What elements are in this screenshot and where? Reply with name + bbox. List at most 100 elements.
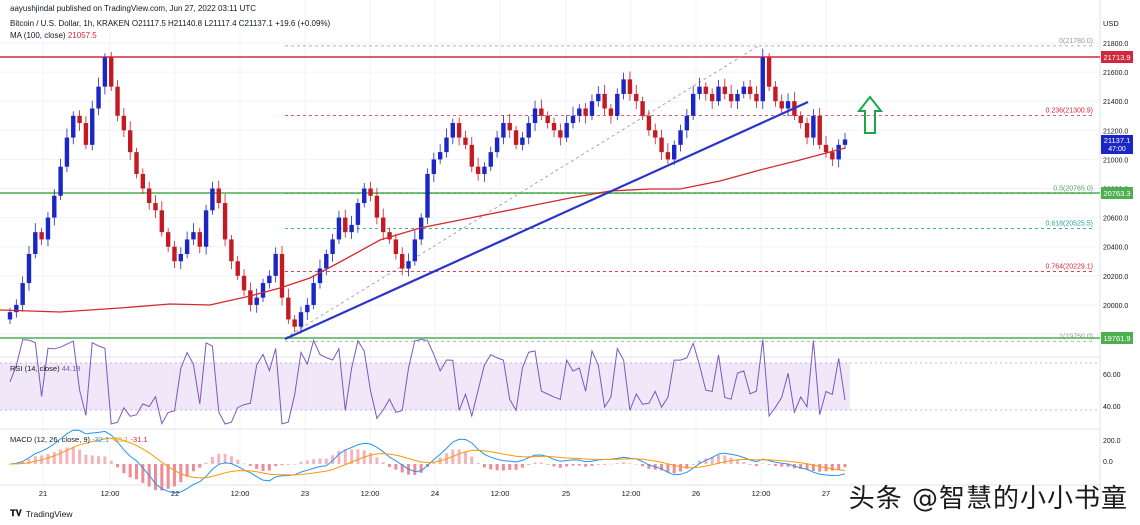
candle-body[interactable] (558, 130, 563, 138)
candle-body[interactable] (33, 232, 38, 254)
symbol-info[interactable]: Bitcoin / U.S. Dollar, 1h, KRAKEN O21117… (10, 19, 330, 28)
candle-body[interactable] (355, 203, 361, 225)
candle-body[interactable] (836, 144, 841, 160)
candle-body[interactable] (842, 139, 848, 145)
candle-body[interactable] (406, 261, 411, 269)
candle-body[interactable] (146, 188, 152, 204)
candle-body[interactable] (71, 115, 76, 138)
candle-body[interactable] (20, 283, 25, 305)
candle-body[interactable] (368, 188, 373, 196)
candle-body[interactable] (134, 152, 139, 174)
candle-body[interactable] (431, 159, 437, 174)
candle-body[interactable] (165, 232, 171, 247)
candle-body[interactable] (456, 123, 462, 138)
macd-signal-line[interactable] (9, 437, 846, 479)
candle-body[interactable] (817, 115, 822, 145)
candle-body[interactable] (564, 123, 569, 138)
candle-body[interactable] (804, 123, 810, 138)
candle-body[interactable] (741, 86, 746, 94)
rsi-label[interactable]: RSI (14, close) (10, 364, 60, 373)
candle-body[interactable] (709, 93, 715, 102)
candle-body[interactable] (475, 166, 481, 174)
candle-body[interactable] (14, 304, 19, 313)
candle-body[interactable] (488, 152, 493, 167)
candle-body[interactable] (52, 195, 57, 218)
candle-body[interactable] (754, 93, 759, 102)
candle-body[interactable] (659, 137, 664, 153)
candle-body[interactable] (830, 152, 835, 160)
candle-body[interactable] (513, 130, 519, 145)
candle-body[interactable] (229, 239, 234, 262)
candle-body[interactable] (64, 137, 70, 167)
candle-body[interactable] (7, 312, 13, 320)
candle-body[interactable] (747, 86, 753, 94)
candle-body[interactable] (210, 188, 215, 211)
candle-body[interactable] (722, 86, 728, 94)
candle-body[interactable] (235, 261, 240, 276)
tradingview-logo[interactable]: 𝐓𝐕 TradingView (10, 508, 73, 519)
candle-body[interactable] (203, 210, 209, 247)
candle-body[interactable] (690, 93, 696, 116)
rsi-legend[interactable]: RSI (14, close) 44.18 (10, 364, 80, 373)
macd-legend[interactable]: MACD (12, 26, close, 9) -32.1 -63.1 -31.… (10, 435, 148, 444)
candle-body[interactable] (140, 173, 146, 189)
candle-body[interactable] (336, 217, 342, 240)
candle-body[interactable] (450, 123, 456, 138)
bullish-arrow-icon[interactable] (856, 95, 884, 134)
ma-label[interactable]: MA (100, close) (10, 31, 66, 40)
ma-100-line[interactable] (0, 147, 846, 313)
candle-body[interactable] (526, 123, 531, 138)
candle-body[interactable] (640, 101, 645, 116)
time-axis[interactable]: 21 12:00 22 12:00 23 12:00 24 12:00 25 12:00 26 12:… (39, 489, 830, 498)
candle-body[interactable] (222, 203, 228, 240)
candle-body[interactable] (343, 217, 348, 233)
candle-body[interactable] (766, 57, 772, 87)
candle-body[interactable] (520, 137, 525, 145)
candle-body[interactable] (381, 217, 386, 233)
candle-body[interactable] (589, 101, 595, 116)
candle-body[interactable] (627, 79, 633, 94)
candle-body[interactable] (330, 239, 335, 254)
candle-body[interactable] (305, 304, 310, 313)
candle-body[interactable] (241, 275, 247, 291)
candle-body[interactable] (362, 188, 367, 204)
candle-body[interactable] (399, 253, 405, 269)
candle-body[interactable] (463, 137, 468, 145)
candle-body[interactable] (532, 108, 538, 124)
macd-label[interactable]: MACD (12, 26, close, 9) (10, 435, 91, 444)
candle-body[interactable] (184, 239, 190, 254)
candle-body[interactable] (298, 312, 304, 327)
candle-body[interactable] (577, 108, 582, 116)
candle-body[interactable] (621, 79, 626, 94)
candle-body[interactable] (425, 173, 430, 218)
candle-body[interactable] (779, 101, 784, 109)
candle-body[interactable] (153, 203, 158, 211)
ma-legend[interactable]: MA (100, close) 21057.5 (10, 31, 97, 40)
candle-body[interactable] (672, 144, 677, 160)
ascending-trendline[interactable] (284, 100, 809, 341)
candle-body[interactable] (678, 130, 683, 145)
candle-body[interactable] (127, 130, 133, 153)
candle-body[interactable] (393, 239, 399, 254)
candle-body[interactable] (501, 123, 506, 138)
candle-body[interactable] (311, 283, 316, 305)
candle-body[interactable] (260, 283, 266, 298)
candle-body[interactable] (248, 290, 253, 305)
candle-body[interactable] (96, 86, 101, 109)
candle-body[interactable] (197, 232, 202, 247)
candle-body[interactable] (583, 108, 588, 116)
symbol-name[interactable]: Bitcoin / U.S. Dollar, 1h, KRAKEN (10, 19, 130, 28)
candle-body[interactable] (811, 115, 816, 138)
candle-body[interactable] (444, 137, 449, 153)
candle-body[interactable] (785, 101, 791, 109)
candle-body[interactable] (317, 268, 323, 284)
candle-body[interactable] (602, 93, 607, 109)
candle-body[interactable] (191, 232, 196, 240)
candle-body[interactable] (823, 144, 829, 153)
candle-body[interactable] (773, 86, 778, 102)
candle-body[interactable] (615, 93, 620, 116)
candle-body[interactable] (596, 93, 601, 102)
candle-body[interactable] (703, 86, 709, 94)
candle-body[interactable] (697, 86, 702, 94)
candle-body[interactable] (178, 253, 183, 262)
